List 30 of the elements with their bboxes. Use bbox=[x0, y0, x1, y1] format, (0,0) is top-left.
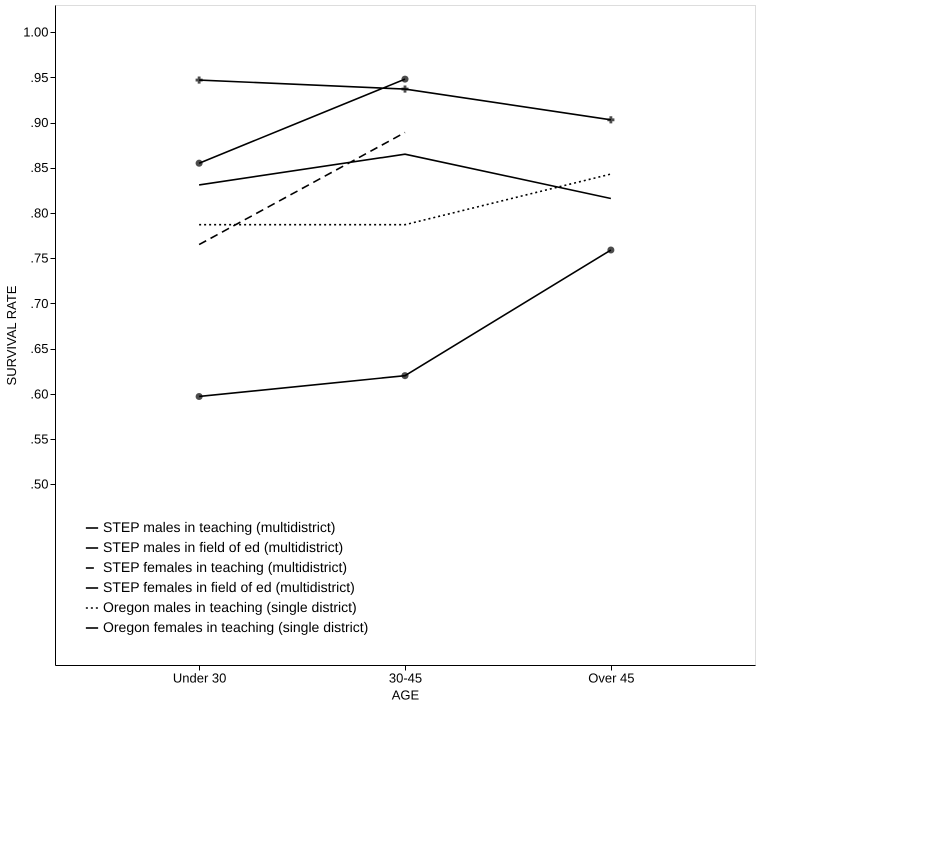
y-tick-label: .60 bbox=[30, 386, 48, 402]
y-tick-label: .50 bbox=[30, 476, 48, 492]
point bbox=[607, 246, 614, 254]
y-tick-label: .65 bbox=[30, 341, 48, 356]
y-tick-label: .70 bbox=[30, 296, 48, 311]
legend-label: STEP females in teaching (multidistrict) bbox=[103, 559, 348, 575]
y-tick-label: .95 bbox=[30, 70, 48, 85]
point bbox=[401, 86, 409, 93]
point bbox=[401, 76, 409, 83]
x-tick-label: 30-45 bbox=[388, 670, 422, 686]
y-tick-label: .55 bbox=[30, 431, 48, 446]
point bbox=[196, 160, 203, 167]
y-tick-label: .85 bbox=[30, 160, 48, 176]
y-tick-label: .75 bbox=[30, 250, 48, 266]
x-tick-label: Over 45 bbox=[588, 670, 635, 686]
x-tick-label: Under 30 bbox=[172, 670, 226, 686]
legend-label: Oregon females in teaching (single district) bbox=[103, 619, 368, 635]
y-tick-label: .90 bbox=[30, 115, 48, 130]
legend-label: STEP males in teaching (multidistrict) bbox=[103, 519, 336, 535]
point bbox=[401, 372, 409, 380]
y-tick-label: 1.00 bbox=[23, 24, 48, 40]
x-axis-title: AGE bbox=[392, 688, 420, 702]
legend-label: Oregon males in teaching (single district) bbox=[103, 599, 357, 615]
point bbox=[607, 116, 614, 124]
point bbox=[196, 392, 203, 400]
legend-label: STEP females in field of ed (multidistrict) bbox=[103, 579, 355, 595]
legend-label: STEP males in field of ed (multidistrict) bbox=[103, 539, 344, 555]
point bbox=[196, 76, 203, 84]
y-axis-title: SURVIVAL RATE bbox=[4, 285, 20, 386]
y-tick-label: .80 bbox=[30, 205, 48, 220]
